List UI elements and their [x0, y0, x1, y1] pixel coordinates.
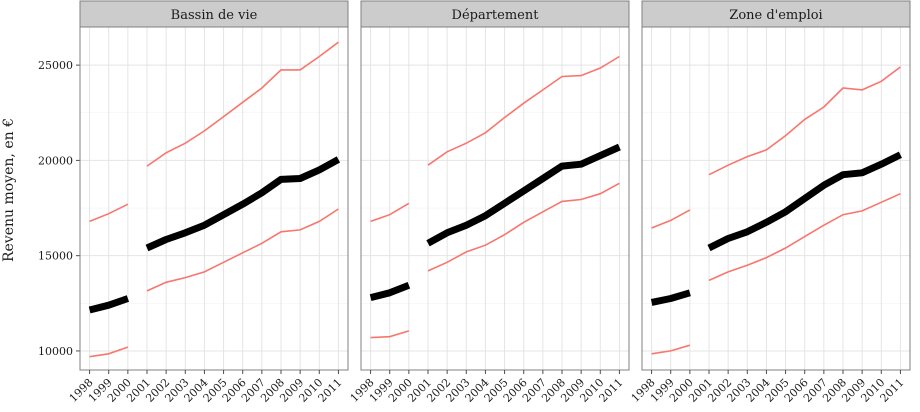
upper-bound-line — [89, 203, 129, 223]
panel-border — [360, 26, 630, 371]
y-tick-label: 10000 — [38, 345, 73, 358]
facet-strip-label: Département — [452, 8, 540, 23]
mean-line — [707, 151, 902, 252]
facet-strip-label: Zone d'emploi — [729, 8, 822, 23]
mean-line — [426, 143, 621, 247]
plot-background — [80, 27, 348, 370]
mean-line — [650, 289, 691, 306]
upper-bound-line — [146, 41, 339, 167]
mean-line — [88, 295, 130, 314]
panel-border — [641, 26, 911, 371]
lower-bound-line — [89, 346, 129, 358]
y-axis-title: Revenu moyen, en € — [1, 118, 17, 262]
y-tick-label: 15000 — [38, 250, 73, 263]
y-tick-label: 25000 — [38, 59, 73, 72]
upper-bound-line — [370, 202, 410, 223]
upper-bound-line — [427, 55, 620, 166]
facet-strip-label: Bassin de vie — [171, 8, 258, 23]
panel-1: Département19981999200020012002200320042… — [348, 0, 630, 405]
lower-bound-line — [146, 208, 339, 292]
upper-bound-line — [708, 66, 901, 176]
y-tick-label: 20000 — [38, 154, 73, 167]
facet-strip — [360, 0, 630, 28]
panel-border — [79, 26, 349, 371]
panel-2: Zone d'emploi199819992000200120022003200… — [629, 0, 911, 405]
lower-bound-line — [427, 182, 620, 272]
facet-strip — [79, 0, 349, 28]
plot-background — [361, 27, 629, 370]
lower-bound-line — [370, 330, 410, 339]
mean-line — [145, 156, 341, 252]
plot-background — [642, 27, 910, 370]
lower-bound-line — [651, 344, 691, 355]
panel-0: Bassin de vie199819992000200120022003200… — [67, 0, 349, 405]
lower-bound-line — [708, 192, 901, 282]
upper-bound-line — [651, 209, 691, 229]
mean-line — [369, 281, 411, 301]
